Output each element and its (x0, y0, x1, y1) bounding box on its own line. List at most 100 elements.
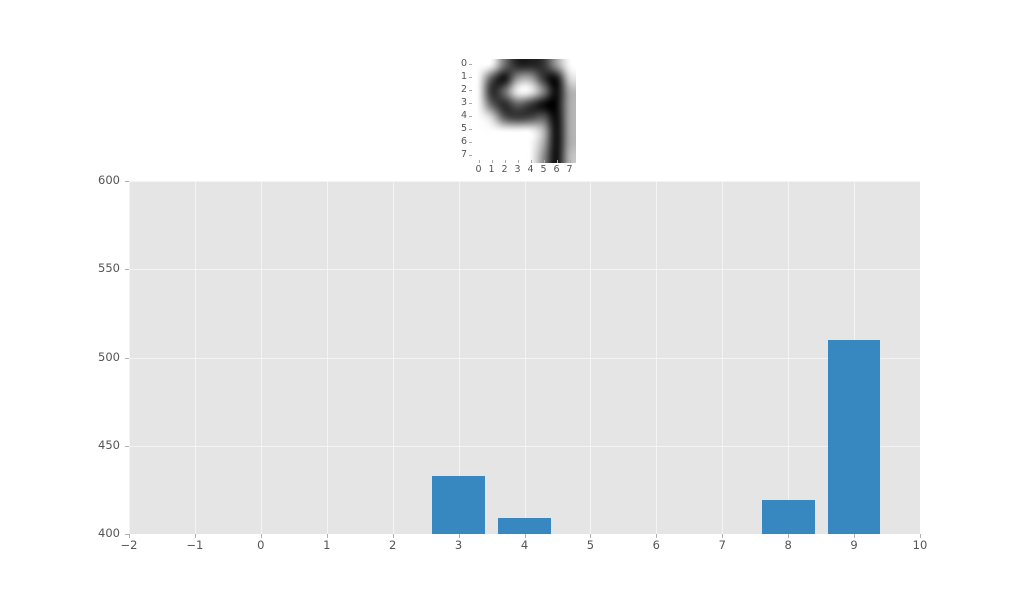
histogram-xtick-label: 8 (784, 538, 792, 552)
digit-image-ytick-label: 4 (447, 111, 472, 121)
histogram-xtick-mark (327, 534, 328, 538)
histogram-ytick-mark (125, 181, 129, 182)
digit-image-ytick-label: 0 (447, 59, 472, 69)
digit-image-xtick-mark (530, 160, 532, 163)
histogram-ytick-label: 550 (98, 261, 120, 276)
gridline-vertical (722, 181, 723, 534)
digit-image-ytick-label: 2 (447, 85, 472, 95)
histogram-xtick-label: 3 (454, 538, 463, 552)
gridline-vertical (459, 181, 460, 534)
digit-image-ytick-mark (469, 115, 472, 117)
digit-image-ytick-label: 6 (447, 137, 472, 147)
histogram-xtick-label: 9 (850, 538, 858, 552)
digit-image-ytick: 5 (447, 124, 472, 137)
digit-image-ytick: 3 (447, 98, 472, 111)
histogram-xtick-label: 6 (652, 538, 660, 552)
digit-image-ytick-text: 5 (460, 123, 467, 134)
histogram-bar (827, 339, 881, 534)
digit-image-ytick-label: 7 (447, 150, 472, 160)
digit-image-xtick: 0 (472, 160, 485, 175)
histogram-bar (498, 518, 551, 534)
digit-image-ytick-mark (469, 141, 472, 143)
gridline-vertical (788, 181, 789, 534)
gridline-horizontal (129, 446, 920, 447)
digit-image-ytick-mark (469, 76, 472, 78)
gridline-vertical (129, 181, 130, 534)
digit-image-xtick: 1 (485, 160, 498, 175)
histogram-xtick-mark (459, 534, 460, 538)
histogram-xtick-label: 7 (718, 538, 726, 552)
gridline-vertical (327, 181, 328, 534)
digit-image-ytick-text: 2 (460, 84, 467, 95)
digit-image-ytick-text: 0 (460, 58, 467, 69)
digit-image-xtick-mark (517, 160, 519, 163)
histogram-ytick-mark (125, 269, 129, 270)
histogram-ytick-label: 500 (98, 349, 120, 364)
gridline-vertical (525, 181, 526, 534)
gridline-vertical (393, 181, 394, 534)
histogram-xtick-mark (129, 534, 130, 538)
histogram-xtick-mark (920, 534, 921, 538)
digit-image-ytick: 6 (447, 137, 472, 150)
histogram-xtick-label: 2 (388, 538, 397, 552)
digit-image-axes (472, 59, 576, 163)
gridline-horizontal (129, 269, 920, 270)
digit-image-ytick-label: 3 (447, 98, 472, 108)
digit-image-ytick-text: 7 (460, 149, 467, 160)
digit-image-xtick-mark (569, 160, 571, 163)
digit-image-ytick-text: 6 (460, 136, 467, 147)
digit-image-xtick-mark (478, 160, 480, 163)
digit-image-ytick: 0 (447, 59, 472, 72)
digit-image-canvas (472, 59, 576, 163)
histogram-xtick-mark (525, 534, 526, 538)
digit-image-ytick-mark (469, 102, 472, 104)
histogram-plot-area (129, 181, 920, 534)
digit-image-xtick-mark (556, 160, 558, 163)
histogram-xtick-mark (393, 534, 394, 538)
digit-image-ytick: 1 (447, 72, 472, 85)
histogram-bar (432, 475, 485, 534)
digit-image-xtick-mark (504, 160, 506, 163)
histogram-ytick-mark (125, 534, 129, 535)
digit-image-ytick-label: 5 (447, 124, 472, 134)
histogram-xtick-label: 1 (323, 538, 331, 552)
histogram-bar (761, 500, 815, 534)
digit-image-ytick-mark (469, 154, 472, 156)
histogram-ytick-label: 600 (98, 173, 120, 187)
histogram-xtick-mark (590, 534, 591, 538)
gridline-vertical (656, 181, 657, 534)
digit-image-xtick-mark (491, 160, 493, 163)
histogram-xtick-mark (854, 534, 855, 538)
histogram-xtick-mark (788, 534, 789, 538)
gridline-vertical (590, 181, 591, 534)
histogram-ytick-mark (125, 358, 129, 359)
histogram-xtick-label: −1 (186, 538, 204, 552)
histogram-ytick-mark (125, 446, 129, 447)
histogram-xtick-label: 10 (912, 538, 928, 552)
histogram-ytick-label: 400 (98, 526, 120, 540)
histogram-xtick-mark (656, 534, 657, 538)
histogram-xtick-mark (195, 534, 196, 538)
gridline-horizontal (129, 358, 920, 359)
digit-image-ytick-text: 4 (460, 110, 467, 121)
histogram-xtick-label: 5 (586, 538, 595, 552)
digit-image-ytick-text: 3 (460, 97, 467, 108)
histogram-xtick-label: 0 (257, 538, 265, 552)
digit-image-xtick: 7 (563, 160, 576, 175)
digit-image-xtick: 2 (498, 160, 511, 175)
digit-image-xtick: 5 (537, 160, 550, 175)
digit-image-ytick-mark (469, 89, 472, 91)
digit-image-ytick-text: 1 (460, 71, 467, 82)
histogram-xtick-mark (261, 534, 262, 538)
histogram-ytick-label: 450 (98, 437, 120, 452)
gridline-horizontal (129, 181, 920, 182)
digit-image-ytick-label: 1 (447, 72, 472, 82)
histogram-xtick-label: −2 (120, 538, 138, 552)
digit-image-ytick-mark (469, 63, 472, 65)
digit-image-ytick: 2 (447, 85, 472, 98)
digit-image-xtick: 3 (511, 160, 524, 175)
digit-image-ytick: 7 (447, 150, 472, 163)
histogram-xtick-label: 4 (520, 538, 529, 552)
